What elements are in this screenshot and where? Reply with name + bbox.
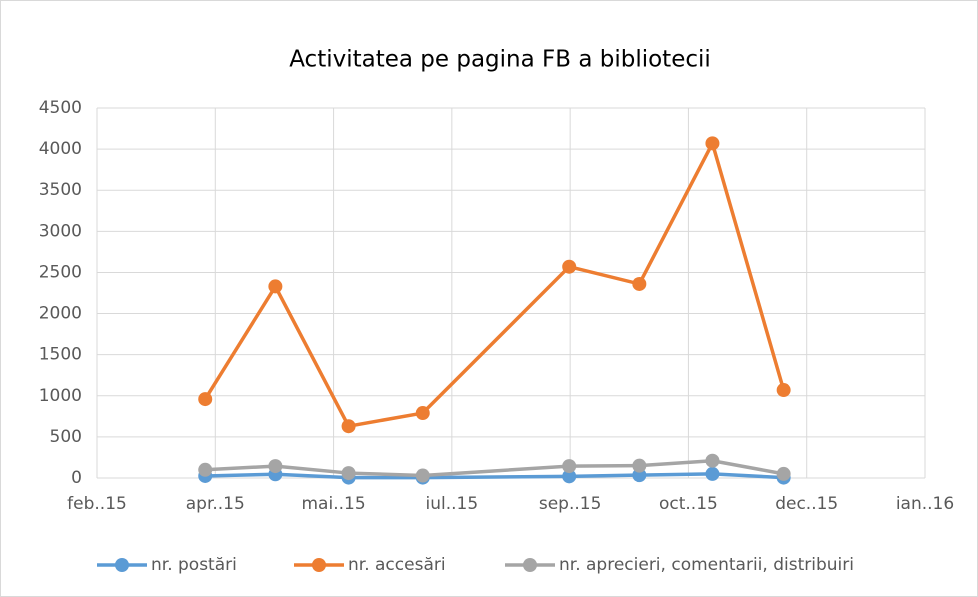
data-point <box>562 459 577 474</box>
data-point <box>705 466 720 481</box>
data-point <box>415 468 430 483</box>
data-point <box>776 466 791 481</box>
data-point <box>705 136 720 151</box>
data-point <box>341 466 356 481</box>
y-tick-label: 0 <box>71 468 82 488</box>
legend-label: nr. postări <box>151 555 237 575</box>
data-point <box>341 419 356 434</box>
y-tick-label: 3000 <box>39 221 82 241</box>
x-tick-label: iul..15 <box>426 494 479 514</box>
y-tick-label: 500 <box>50 427 82 447</box>
legend-marker <box>523 558 537 572</box>
x-tick-label: oct..15 <box>659 494 718 514</box>
data-point <box>776 383 791 398</box>
data-point <box>632 276 647 291</box>
data-point <box>198 462 213 477</box>
y-tick-label: 1000 <box>39 386 82 406</box>
data-point <box>268 279 283 294</box>
series-line <box>205 458 784 478</box>
data-point <box>705 453 720 468</box>
x-tick-label: dec..15 <box>775 494 838 514</box>
x-tick-label: feb..15 <box>67 494 127 514</box>
legend-marker <box>115 558 129 572</box>
series-line <box>205 472 784 480</box>
x-tick-label: apr..15 <box>186 494 245 514</box>
y-tick-label: 1500 <box>39 345 82 365</box>
data-point <box>415 406 430 421</box>
x-tick-label: sep..15 <box>539 494 602 514</box>
data-point <box>632 458 647 473</box>
y-tick-label: 3500 <box>39 180 82 200</box>
chart-title: Activitatea pe pagina FB a bibliotecii <box>289 47 711 73</box>
x-tick-label: ian..16 <box>896 494 954 514</box>
y-tick-label: 2500 <box>39 262 82 282</box>
legend-label: nr. accesări <box>348 555 446 575</box>
x-tick-label: mai..15 <box>302 494 366 514</box>
y-tick-label: 2000 <box>39 304 82 324</box>
data-point <box>562 469 577 484</box>
data-point <box>562 259 577 274</box>
legend-label: nr. aprecieri, comentarii, distribuiri <box>559 555 854 575</box>
data-point <box>198 392 213 407</box>
series-line <box>203 141 786 428</box>
legend-marker <box>312 558 326 572</box>
data-point <box>268 459 283 474</box>
y-tick-label: 4000 <box>39 139 82 159</box>
y-tick-label: 4500 <box>39 98 82 118</box>
